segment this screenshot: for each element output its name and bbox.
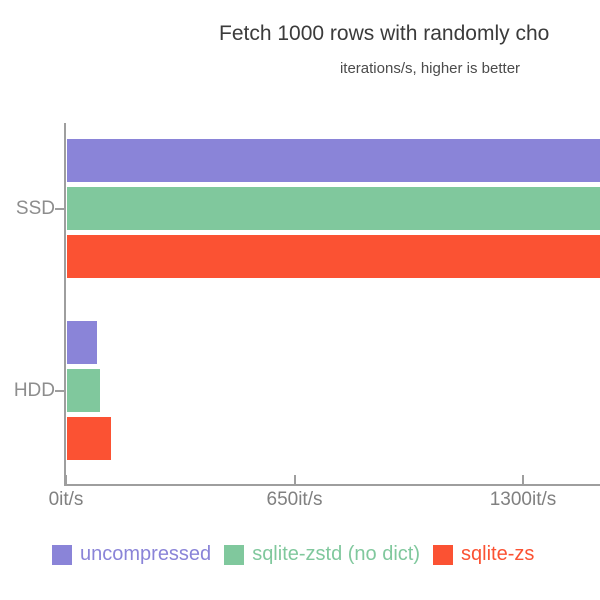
bar-ssd-sqlite-zstd-no-dict	[67, 187, 600, 230]
bar-ssd-sqlite-zs	[67, 235, 600, 278]
legend-label: sqlite-zs	[461, 543, 535, 565]
bar-hdd-sqlite-zs	[67, 417, 111, 460]
legend-swatch-icon	[224, 544, 245, 565]
bar-ssd-uncompressed	[67, 139, 600, 182]
category-label-hdd: HDD	[13, 379, 55, 401]
bar-hdd-uncompressed	[67, 321, 97, 364]
legend-swatch-icon	[433, 544, 454, 565]
category-label-ssd: SSD	[15, 197, 55, 219]
x-tick-label-1300: 1300it/s	[489, 489, 557, 510]
y-axis-line	[64, 123, 66, 486]
x-tick-0	[65, 475, 67, 484]
legend-swatch-icon	[52, 544, 72, 565]
x-tick-label-0: 0it/s	[48, 489, 84, 510]
x-tick-650	[293, 475, 296, 484]
x-tick-label-650: 650it/s	[266, 489, 323, 510]
legend: uncompressed sqlite-zstd (no dict) sqlite-…	[52, 543, 534, 566]
legend-item-sqlite-zs: sqlite-zs	[433, 543, 534, 566]
legend-item-uncompressed: uncompressed	[52, 543, 211, 566]
legend-label: sqlite-zstd (no dict)	[252, 543, 421, 565]
x-tick-1300	[522, 475, 524, 484]
chart-subtitle: iterations/s, higher is better	[339, 60, 521, 77]
x-axis-line	[64, 484, 600, 486]
legend-item-sqlite-zstd-no-dict: sqlite-zstd (no dict)	[224, 543, 420, 566]
y-tick-hdd	[55, 389, 64, 392]
legend-label: uncompressed	[80, 543, 212, 565]
chart-title: Fetch 1000 rows with randomly cho	[219, 22, 550, 45]
y-tick-ssd	[55, 207, 64, 210]
bar-hdd-sqlite-zstd-no-dict	[67, 369, 100, 412]
